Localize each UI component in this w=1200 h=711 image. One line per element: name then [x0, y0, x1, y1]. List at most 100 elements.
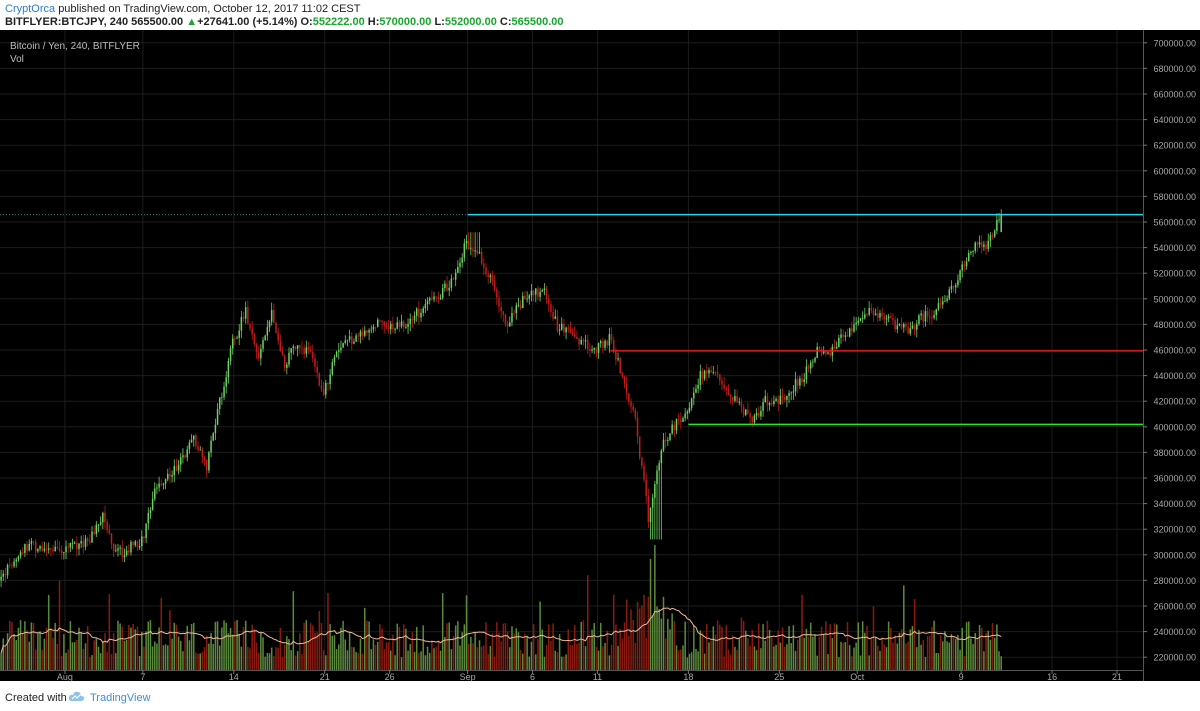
- candle-body: [500, 306, 502, 312]
- volume-bar: [164, 644, 167, 670]
- candle-body: [558, 329, 561, 331]
- author-link[interactable]: CryptOrca: [5, 3, 56, 15]
- volume-bar: [807, 636, 810, 670]
- candle-body: [351, 336, 353, 344]
- volume-bar: [861, 621, 864, 670]
- volume-bar: [132, 624, 134, 670]
- volume-bar: [227, 633, 230, 670]
- candle-body: [916, 323, 918, 330]
- candle-body: [706, 370, 708, 374]
- candle-body: [396, 322, 398, 329]
- volume-bar: [695, 648, 697, 670]
- candle-body: [102, 512, 104, 523]
- candle-body: [450, 278, 453, 288]
- candle-body: [253, 334, 256, 344]
- candle-body: [234, 338, 236, 340]
- time-axis[interactable]: Aug 7 14 21 26 Sep 6 11 18 25 Oct 9 16 21: [0, 670, 1143, 681]
- candle-body: [99, 522, 102, 525]
- volume-bar: [628, 636, 630, 670]
- candle-body: [368, 330, 370, 333]
- volume-bar: [411, 632, 414, 670]
- candle-body: [842, 334, 844, 337]
- tradingview-brand-link[interactable]: TradingView: [90, 692, 151, 704]
- volume-bar: [498, 632, 500, 670]
- volume-bar: [903, 585, 905, 670]
- volume-bar: [643, 594, 645, 670]
- volume-bar: [638, 608, 641, 670]
- candle-body: [8, 564, 11, 566]
- volume-bar: [838, 657, 840, 670]
- volume-bar: [325, 655, 327, 670]
- volume-bar: [56, 643, 59, 670]
- candle-body: [654, 484, 656, 498]
- candle-body: [682, 418, 684, 422]
- candle-body: [184, 455, 186, 458]
- volume-bar: [47, 595, 50, 670]
- volume-bar: [567, 629, 570, 670]
- volume-bar: [312, 625, 314, 670]
- volume-bar: [28, 641, 30, 670]
- price-chart[interactable]: 565762.28459300.00401879.00 220000.00 240…: [0, 30, 1200, 681]
- volume-bar: [476, 647, 479, 670]
- volume-bar: [335, 649, 338, 670]
- volume-bar: [210, 632, 212, 670]
- volume-bar: [877, 645, 879, 670]
- volume-bar: [680, 649, 682, 670]
- candle-body: [422, 308, 424, 313]
- volume-bar: [820, 626, 823, 670]
- volume-bar: [788, 626, 790, 670]
- level-lines[interactable]: 565762.28459300.00401879.00: [0, 208, 1197, 431]
- candle-body: [331, 362, 334, 375]
- candle-body: [335, 351, 338, 358]
- candle-body: [225, 377, 227, 387]
- volume-bar: [15, 639, 17, 670]
- volume-bar: [268, 653, 271, 670]
- volume-bar: [818, 636, 821, 670]
- volume-bar: [760, 648, 762, 670]
- candle-body: [794, 379, 797, 392]
- volume-bar: [608, 655, 611, 670]
- candle-body: [415, 308, 418, 316]
- candle-body: [268, 321, 271, 328]
- volume-bar: [957, 634, 959, 670]
- volume-bar: [279, 628, 282, 670]
- candle-body: [32, 541, 35, 542]
- volume-bar: [353, 647, 355, 670]
- candle-body: [309, 349, 312, 352]
- candle-body: [463, 243, 466, 258]
- candle-body: [647, 495, 650, 522]
- candle-body: [775, 398, 777, 401]
- candle-body: [470, 248, 472, 250]
- candle-body: [615, 351, 617, 360]
- candle-body: [379, 319, 381, 321]
- volume-bar: [732, 635, 734, 670]
- candle-body: [387, 327, 390, 330]
- price-axis[interactable]: 220000.00 240000.00 260000.00 280000.00 3000…: [1143, 30, 1200, 681]
- candle-body: [848, 328, 851, 337]
- volume-bar: [506, 631, 509, 670]
- candle-body: [983, 244, 985, 247]
- volume-bar: [301, 654, 303, 670]
- candle-body: [296, 345, 299, 349]
- candle-body: [41, 546, 43, 551]
- volume-bar: [948, 642, 951, 670]
- candle-body: [171, 475, 173, 477]
- last-price: 565500.00: [131, 16, 184, 28]
- candle-body: [236, 337, 238, 339]
- volume-bar: [223, 620, 225, 670]
- volume-bar: [658, 609, 660, 670]
- candle-body: [188, 442, 191, 450]
- volume-bar: [24, 621, 26, 670]
- volume-bar: [402, 624, 405, 670]
- created-with-text: Created with: [5, 692, 67, 704]
- candle-body: [489, 275, 492, 278]
- candle-body: [444, 283, 446, 289]
- chart-area[interactable]: 565762.28459300.00401879.00 220000.00 240…: [0, 30, 1200, 681]
- volume-bar: [407, 650, 409, 670]
- volume-bar: [548, 624, 550, 670]
- candle-body: [667, 440, 669, 442]
- candle-body: [573, 333, 576, 337]
- candle-body: [327, 382, 329, 385]
- volume-bar: [95, 638, 98, 670]
- volume-bar: [71, 642, 74, 670]
